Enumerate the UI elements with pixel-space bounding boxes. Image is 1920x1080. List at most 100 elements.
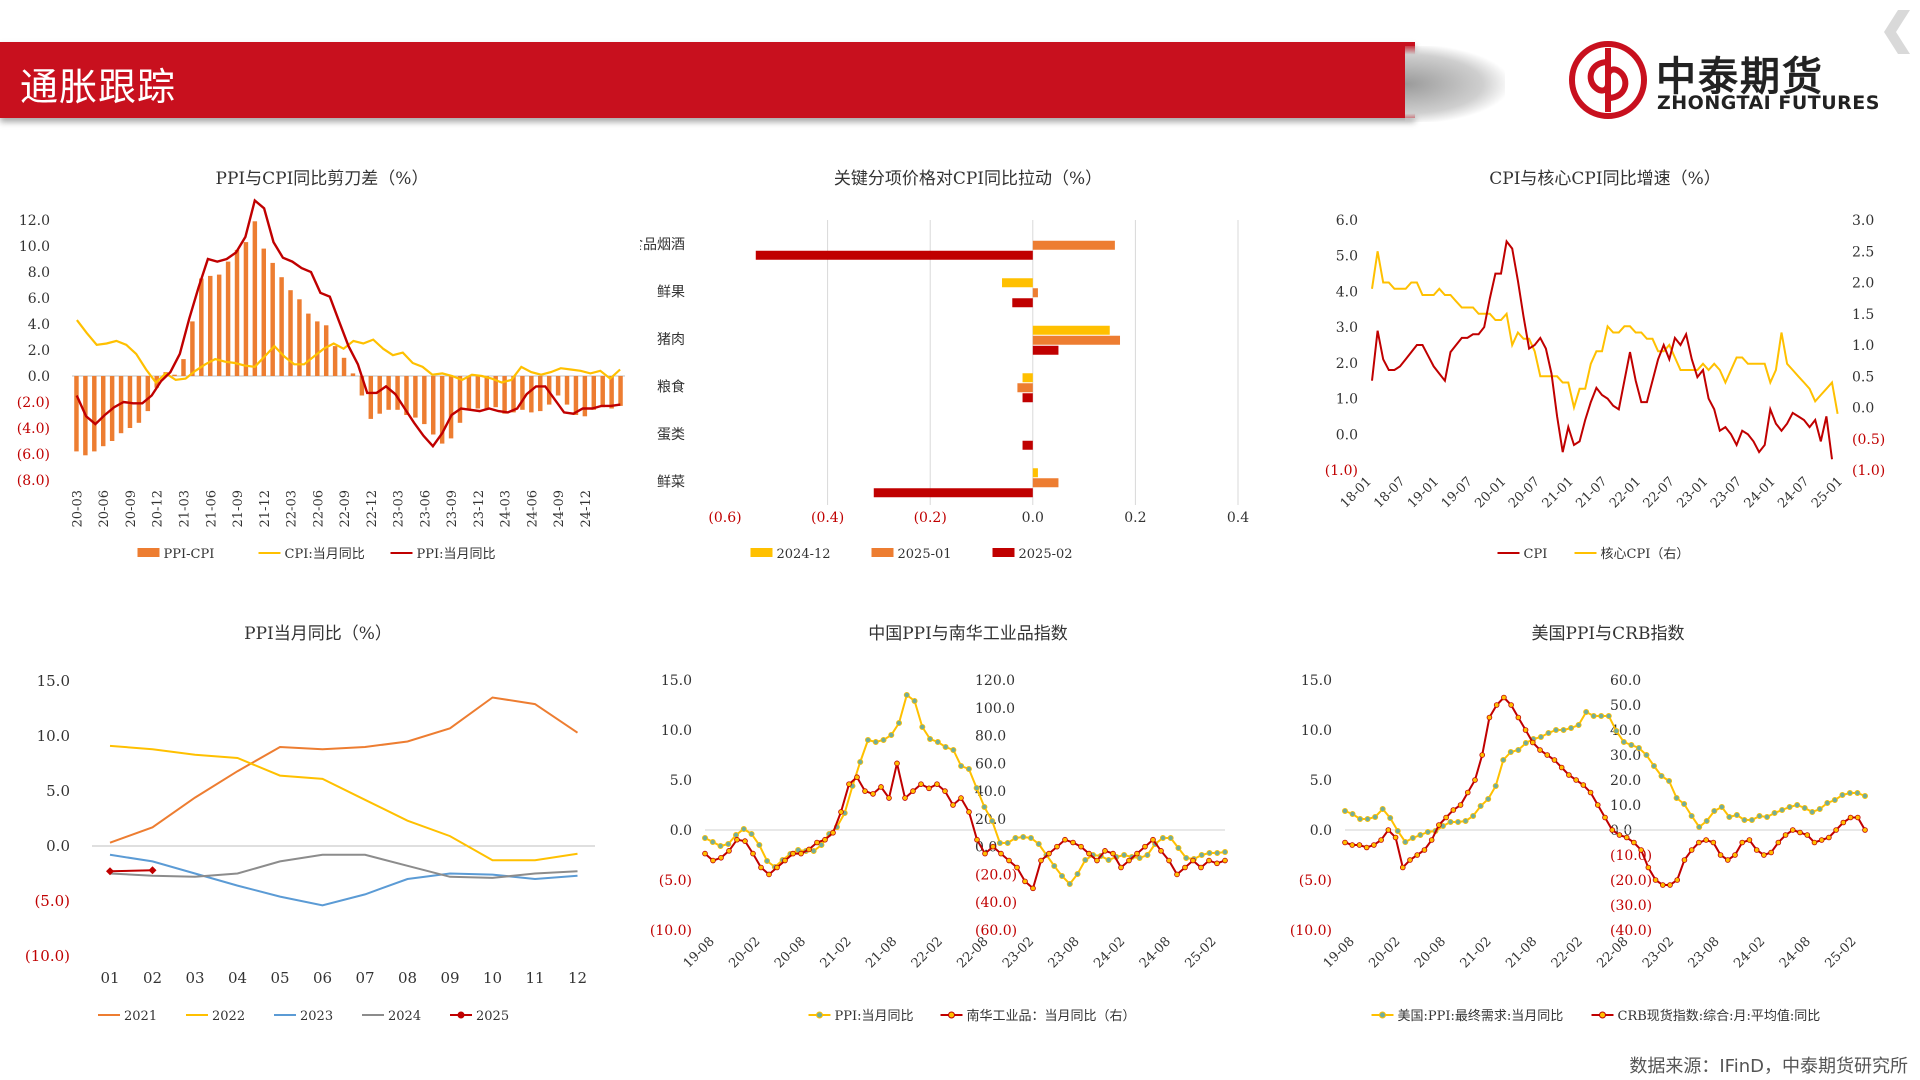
marker-right	[958, 795, 964, 801]
bar-ppi-cpi	[297, 299, 302, 376]
marker-right	[1638, 847, 1644, 853]
x-tick-label: 19-07	[1439, 474, 1476, 511]
marker-left	[880, 737, 887, 744]
bar-ppi-cpi	[288, 290, 293, 376]
marker-right	[1645, 864, 1652, 871]
line-right	[704, 763, 1226, 891]
y-right-tick-label: (20.0)	[1610, 873, 1652, 889]
marker-left	[1462, 817, 1469, 824]
bar-ppi-cpi	[386, 376, 391, 410]
marker-right	[998, 850, 1004, 857]
legend-label: CRB现货指数:综合:月:平均值:同比	[1618, 1008, 1821, 1024]
marker-right	[1797, 829, 1803, 836]
marker-left	[1816, 805, 1823, 812]
x-tick-label: 20-02	[1366, 934, 1403, 971]
legend-swatch	[992, 548, 1015, 557]
marker-right	[1030, 885, 1036, 892]
marker-right	[1616, 832, 1623, 838]
marker-left	[1500, 756, 1507, 763]
marker-left	[1066, 880, 1073, 887]
legend-label: 2023	[300, 1009, 333, 1024]
x-tick-label: 24-02	[1731, 934, 1768, 971]
marker-left	[1198, 851, 1205, 858]
bar-ppi-cpi	[368, 376, 374, 419]
marker-right	[726, 848, 732, 854]
marker-left	[1417, 831, 1424, 838]
x-tick-label: 01	[100, 969, 119, 987]
y-right-tick-label: 0.5	[1852, 369, 1874, 385]
y-tick-label: 5.0	[46, 782, 70, 800]
marker-left	[1507, 748, 1514, 755]
y-right-tick-label: (0.5)	[1852, 432, 1885, 448]
line-right	[1344, 696, 1866, 886]
marker-right	[1443, 814, 1449, 821]
marker-left	[1183, 854, 1190, 861]
hbar-2025-01	[1032, 335, 1121, 345]
marker-left	[1537, 734, 1544, 741]
marker-right	[1062, 836, 1068, 843]
x-tick-label: 20-09	[124, 490, 139, 527]
bar-ppi-cpi	[341, 357, 347, 376]
marker-right	[1356, 842, 1363, 848]
line-2021	[109, 696, 579, 844]
x-tick-label: 22-09	[338, 490, 353, 527]
x-tick-label: 23-07	[1708, 474, 1745, 511]
y-left-tick-label: (1.0)	[1325, 463, 1358, 479]
line-2023	[109, 853, 578, 907]
legend-label: CPI	[1524, 547, 1548, 562]
marker-left	[958, 762, 965, 769]
chart-title: CPI与核心CPI同比增速（%）	[1489, 169, 1720, 189]
x-tick-label: 20-08	[772, 934, 809, 971]
x-tick-label: (0.2)	[914, 510, 947, 526]
y-right-tick-label: 10.0	[1610, 798, 1641, 814]
marker-right	[742, 838, 748, 844]
x-tick-label: 20-07	[1506, 474, 1543, 511]
x-tick-label: 23-02	[1000, 934, 1037, 971]
x-tick-label: 11	[525, 969, 544, 987]
x-tick-label: 24-12	[579, 490, 594, 527]
bar-ppi-cpi	[404, 376, 409, 415]
legend-marker	[1379, 1011, 1386, 1019]
marker-right	[1573, 777, 1579, 783]
bar-ppi-cpi	[332, 346, 338, 376]
marker-right	[1609, 827, 1616, 833]
bar-ppi-cpi	[493, 376, 498, 408]
marker-left	[1379, 805, 1386, 812]
marker-left	[1748, 816, 1755, 823]
legend-label: 2022	[212, 1009, 245, 1024]
header-shadow	[1405, 46, 1505, 122]
line-cpi	[1371, 239, 1833, 460]
category-label: 鲜果	[657, 284, 685, 300]
marker-right	[1623, 834, 1630, 841]
marker-right	[758, 864, 764, 871]
marker-right	[1804, 832, 1811, 838]
next-arrow-icon[interactable]	[1880, 8, 1920, 58]
x-tick-label: 07	[355, 969, 374, 987]
marker-right	[774, 864, 780, 871]
marker-left	[725, 840, 732, 847]
x-tick-label: 04	[228, 969, 247, 987]
marker-right	[902, 795, 908, 801]
x-tick-label: 21-12	[258, 490, 273, 527]
marker-left	[1206, 849, 1213, 856]
hbar-2025-02	[1022, 393, 1033, 403]
hbar-2024-12	[1022, 373, 1033, 383]
bar-ppi-cpi	[92, 376, 97, 452]
marker-right	[982, 850, 988, 857]
marker-right	[1732, 852, 1738, 858]
bar-ppi-cpi	[600, 376, 605, 408]
marker-left	[1387, 814, 1394, 821]
marker-left	[818, 841, 825, 848]
marker-right	[1486, 714, 1493, 721]
x-tick-label: 02	[143, 969, 162, 987]
marker-right	[1436, 822, 1442, 828]
bar-ppi-cpi	[172, 374, 177, 376]
marker-left	[1831, 796, 1838, 803]
bar-ppi-cpi	[74, 376, 79, 452]
y-right-tick-label: (40.0)	[975, 895, 1017, 911]
marker-left	[1357, 815, 1364, 822]
marker-right	[1587, 789, 1594, 796]
line-left	[1344, 710, 1866, 844]
bar-ppi-cpi	[181, 359, 186, 376]
marker-left	[1492, 782, 1499, 789]
